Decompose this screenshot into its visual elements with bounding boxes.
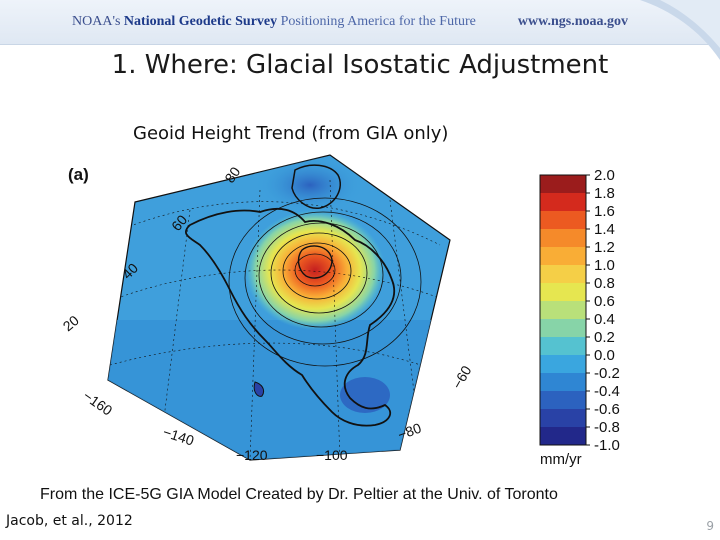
lon-label-120: −120 [236, 447, 268, 463]
colorbar-cell [540, 391, 586, 410]
colorbar-tick-label: -0.2 [594, 365, 620, 382]
colorbar-tick-label: 0.4 [594, 311, 615, 328]
colorbar-tick-label: 0.8 [594, 275, 615, 292]
colorbar-tick-label: 1.2 [594, 239, 615, 256]
contour-lines [228, 197, 422, 367]
colorbar-tick-label: 1.6 [594, 203, 615, 220]
greenland-coastline [291, 164, 341, 209]
graticule [109, 179, 446, 460]
hawaii-outline [253, 381, 265, 397]
panel-label: (a) [68, 165, 89, 184]
colorbar-cell [540, 409, 586, 428]
citation: Jacob, et al., 2012 [6, 513, 133, 529]
lon-label-100: −100 [316, 447, 348, 463]
lon-label-160: −160 [80, 387, 115, 418]
header-swoosh-decoration [640, 0, 720, 60]
hudson-bay-hotspot [245, 210, 385, 330]
figure-caption: From the ICE-5G GIA Model Created by Dr.… [40, 486, 558, 503]
colorbar-tick-label: -1.0 [594, 437, 620, 454]
colorbar-cells [540, 175, 586, 446]
colorbar-tick-label: -0.4 [594, 383, 620, 400]
colorbar-tick-label: 1.8 [594, 185, 615, 202]
colorbar-cell [540, 229, 586, 248]
colorbar-tick-label: 0.6 [594, 293, 615, 310]
colorbar-cell [540, 337, 586, 356]
colorbar-cell [540, 319, 586, 338]
header-url[interactable]: www.ngs.noaa.gov [517, 14, 628, 29]
colorbar-tick-labels: 2.01.81.61.41.21.00.80.60.40.20.0-0.2-0.… [586, 167, 620, 454]
ocean-deep-band [108, 320, 450, 460]
gia-geoid-map-figure: (a) 80 60 40 20 −160 −140 −120 −100 −80 … [40, 150, 648, 470]
colorbar-cell [540, 211, 586, 230]
org-name: National Geodetic Survey [123, 14, 278, 29]
hudson-bay-coastline [297, 245, 333, 279]
gulf-low [340, 377, 390, 413]
colorbar-cell [540, 373, 586, 392]
lon-label-60: −60 [449, 363, 475, 392]
colorbar-tick-label: 2.0 [594, 167, 615, 184]
slide-header: NOAA's National Geodetic Survey Position… [0, 0, 720, 60]
lat-label-20: 20 [60, 312, 82, 334]
colorbar-unit: mm/yr [540, 451, 582, 468]
ngs-banner: NOAA's National Geodetic Survey Position… [72, 14, 476, 30]
colorbar-cell [540, 175, 586, 194]
colorbar: 2.01.81.61.41.21.00.80.60.40.20.0-0.2-0.… [539, 167, 620, 468]
colorbar-tick-label: 1.4 [594, 221, 615, 238]
colorbar-cell [540, 355, 586, 374]
colorbar-tick-label: 0.0 [594, 347, 615, 364]
lon-label-80: −80 [396, 420, 424, 443]
colorbar-cell [540, 247, 586, 266]
page-number: 9 [706, 519, 714, 533]
colorbar-cell [540, 301, 586, 320]
colorbar-cell [540, 193, 586, 212]
org-prefix: NOAA's [72, 14, 124, 29]
colorbar-tick-label: 1.0 [594, 257, 615, 274]
colorbar-cell [540, 427, 586, 446]
colorbar-cell [540, 283, 586, 302]
colorbar-frame [539, 174, 587, 446]
figure-subtitle: Geoid Height Trend (from GIA only) [133, 123, 449, 144]
colorbar-tick-label: -0.8 [594, 419, 620, 436]
colorbar-tick-label: -0.6 [594, 401, 620, 418]
map-projection [107, 154, 451, 461]
colorbar-tick-label: 0.2 [594, 329, 615, 346]
colorbar-cell [540, 265, 586, 284]
org-tagline: Positioning America for the Future [277, 14, 476, 29]
greenland-low [255, 155, 365, 215]
north-america-coastline [185, 208, 395, 427]
slide-title: 1. Where: Glacial Isostatic Adjustment [111, 50, 609, 80]
